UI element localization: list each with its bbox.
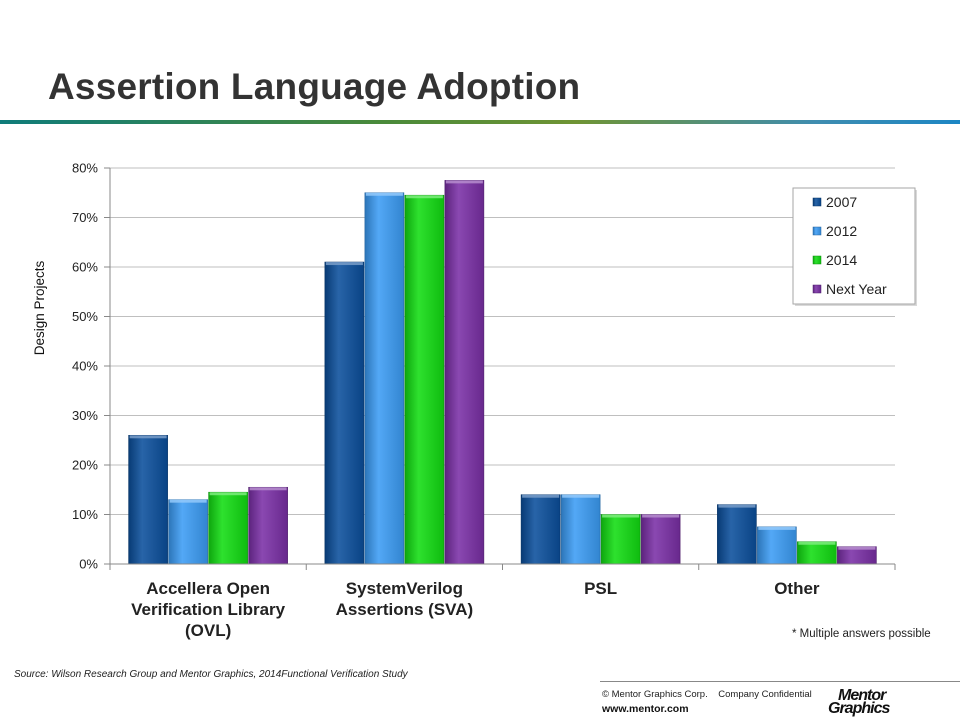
legend-box bbox=[792, 187, 916, 305]
x-axis-category-labels: Accellera Open Verification Library (OVL) S… bbox=[131, 579, 820, 640]
bar-next-year bbox=[248, 486, 288, 565]
bar-highlight bbox=[209, 492, 247, 496]
x-category-label: Assertions (SVA) bbox=[336, 600, 474, 619]
bar-2012 bbox=[364, 192, 405, 565]
source-citation: Source: Wilson Research Group and Mentor… bbox=[14, 669, 408, 680]
bar-2012 bbox=[757, 526, 797, 565]
bar-2014 bbox=[404, 194, 445, 565]
x-category-label: SystemVerilog bbox=[346, 579, 463, 598]
bar-highlight bbox=[642, 514, 680, 518]
legend-label: 2012 bbox=[826, 223, 857, 239]
y-tick-label: 60% bbox=[72, 260, 98, 275]
bar-highlight bbox=[169, 499, 207, 503]
bar-highlight bbox=[405, 195, 443, 199]
y-tick-label: 40% bbox=[72, 359, 98, 374]
legend: 2007 2012 2014 Next Year bbox=[792, 187, 917, 306]
bar-2007 bbox=[520, 494, 561, 565]
bar-2007 bbox=[717, 504, 757, 565]
bar-next-year bbox=[640, 514, 681, 565]
bar-2007 bbox=[128, 434, 168, 565]
logo-line-1: Mentor bbox=[838, 687, 886, 704]
bar-2014 bbox=[208, 491, 248, 565]
bar-highlight bbox=[602, 514, 640, 518]
mentor-graphics-logo: Mentor Graphics bbox=[828, 687, 938, 717]
y-tick-label: 0% bbox=[79, 557, 98, 572]
bar-2012 bbox=[560, 494, 601, 565]
slide-title: Assertion Language Adoption bbox=[48, 66, 581, 107]
bar-highlight bbox=[365, 192, 403, 196]
copyright-text: © Mentor Graphics Corp. Company Confiden… bbox=[602, 689, 812, 700]
footnote: * Multiple answers possible bbox=[792, 628, 931, 640]
title-divider bbox=[0, 120, 960, 124]
footer-divider bbox=[600, 681, 960, 682]
bar-highlight bbox=[838, 546, 876, 550]
x-category-label: Accellera Open bbox=[146, 579, 270, 598]
bar-2014 bbox=[797, 541, 837, 565]
bar-chart: 0% 10% 20% 30% 40% 50% 60% 70% 80% Accellera Ope… bbox=[32, 161, 917, 640]
y-tick-label: 50% bbox=[72, 309, 98, 324]
x-category-label: Other bbox=[774, 579, 820, 598]
legend-swatch bbox=[812, 197, 822, 207]
bar-2014 bbox=[600, 514, 641, 565]
y-tick-label: 70% bbox=[72, 210, 98, 225]
legend-label: 2014 bbox=[826, 252, 857, 268]
bar-highlight bbox=[249, 487, 287, 491]
axes bbox=[109, 168, 896, 570]
legend-swatch bbox=[812, 226, 822, 236]
bar-highlight bbox=[562, 494, 600, 498]
bar-highlight bbox=[522, 494, 560, 498]
legend-label: Next Year bbox=[826, 281, 887, 297]
legend-label: 2007 bbox=[826, 194, 857, 210]
website-link[interactable]: www.mentor.com bbox=[602, 703, 689, 715]
legend-swatch bbox=[812, 284, 822, 294]
y-axis-tick-labels: 0% 10% 20% 30% 40% 50% 60% 70% 80% bbox=[72, 161, 98, 572]
legend-swatch bbox=[812, 255, 822, 265]
bar-highlight bbox=[718, 504, 756, 508]
bar-highlight bbox=[798, 541, 836, 545]
x-category-label: (OVL) bbox=[185, 621, 231, 640]
bar-highlight bbox=[129, 435, 167, 439]
y-tick-label: 30% bbox=[72, 408, 98, 423]
bar-highlight bbox=[325, 262, 363, 266]
bar-highlight bbox=[758, 526, 796, 530]
bar-2007 bbox=[324, 261, 365, 565]
y-tick-label: 10% bbox=[72, 507, 98, 522]
x-category-label: Verification Library bbox=[131, 600, 286, 619]
logo-line-2: Graphics bbox=[828, 700, 890, 717]
x-category-label: PSL bbox=[584, 579, 617, 598]
bar-highlight bbox=[445, 180, 483, 184]
bar-2012 bbox=[168, 499, 208, 565]
y-tick-label: 80% bbox=[72, 161, 98, 176]
bars bbox=[128, 180, 877, 565]
y-tick-label: 20% bbox=[72, 458, 98, 473]
bar-next-year bbox=[444, 180, 485, 565]
y-axis-label: Design Projects bbox=[32, 260, 47, 355]
